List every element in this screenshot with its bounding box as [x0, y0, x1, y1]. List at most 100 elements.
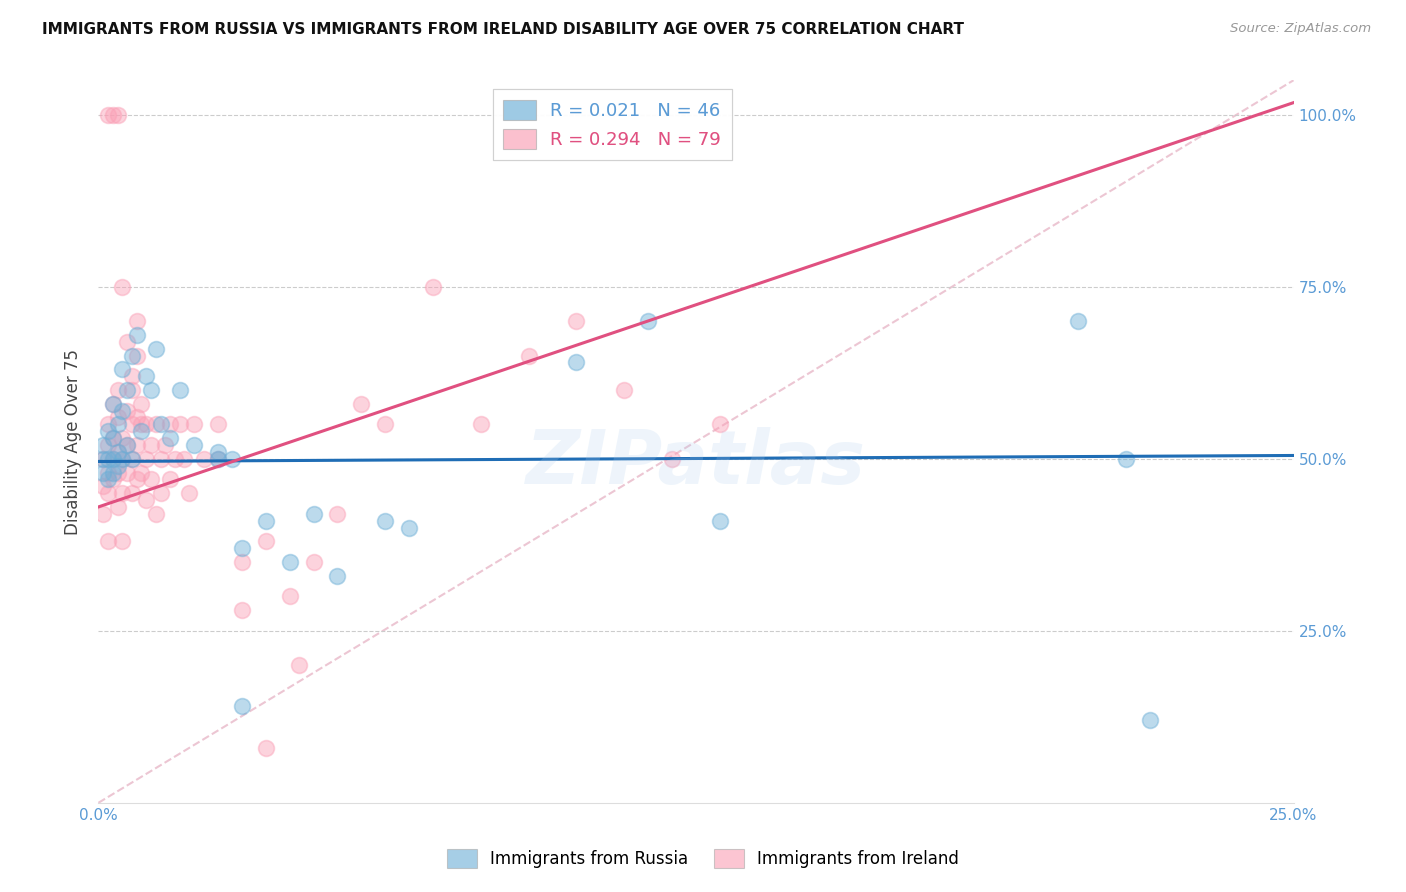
Point — [326, 568, 349, 582]
Point — [121, 369, 143, 384]
Point — [709, 514, 731, 528]
Point — [111, 451, 134, 466]
Point — [107, 466, 129, 480]
Point — [97, 108, 120, 122]
Point — [111, 279, 134, 293]
Point — [565, 355, 588, 369]
Point — [107, 410, 129, 425]
Point — [135, 451, 157, 466]
Point — [139, 438, 162, 452]
Point — [121, 486, 143, 500]
Point — [121, 349, 143, 363]
Point — [613, 383, 636, 397]
Point — [159, 472, 181, 486]
Point — [121, 383, 143, 397]
Point — [173, 451, 195, 466]
Point — [470, 417, 492, 432]
Point — [254, 514, 277, 528]
Point — [302, 555, 325, 569]
Point — [121, 417, 143, 432]
Point — [107, 500, 129, 514]
Point — [107, 417, 129, 432]
Point — [115, 466, 138, 480]
Point — [374, 417, 396, 432]
Point — [709, 417, 731, 432]
Point — [97, 451, 120, 466]
Point — [350, 397, 373, 411]
Point — [115, 334, 138, 349]
Point — [97, 424, 120, 438]
Point — [135, 369, 157, 384]
Point — [125, 410, 148, 425]
Point — [131, 397, 153, 411]
Point — [135, 417, 157, 432]
Point — [91, 451, 114, 466]
Point — [517, 349, 540, 363]
Point — [91, 507, 114, 521]
Point — [107, 383, 129, 397]
Point — [107, 445, 129, 459]
Point — [565, 314, 588, 328]
Point — [278, 555, 301, 569]
Point — [139, 383, 162, 397]
Point — [231, 555, 253, 569]
Point — [101, 397, 124, 411]
Point — [121, 451, 143, 466]
Point — [149, 417, 172, 432]
Point — [115, 403, 138, 417]
Point — [115, 383, 138, 397]
Point — [111, 431, 134, 445]
Point — [1067, 314, 1090, 328]
Point — [91, 479, 114, 493]
Point — [115, 438, 138, 452]
Point — [91, 466, 114, 480]
Point — [97, 534, 120, 549]
Point — [101, 108, 124, 122]
Point — [231, 541, 253, 556]
Point — [101, 397, 124, 411]
Text: Source: ZipAtlas.com: Source: ZipAtlas.com — [1230, 22, 1371, 36]
Point — [97, 466, 120, 480]
Point — [207, 445, 229, 459]
Point — [125, 472, 148, 486]
Point — [207, 417, 229, 432]
Legend: Immigrants from Russia, Immigrants from Ireland: Immigrants from Russia, Immigrants from … — [440, 843, 966, 875]
Point — [183, 438, 205, 452]
Point — [107, 458, 129, 473]
Point — [121, 451, 143, 466]
Point — [1139, 713, 1161, 727]
Point — [97, 486, 120, 500]
Point — [193, 451, 215, 466]
Point — [169, 383, 191, 397]
Point — [107, 445, 129, 459]
Point — [159, 431, 181, 445]
Point — [131, 466, 153, 480]
Point — [139, 472, 162, 486]
Point — [398, 520, 420, 534]
Point — [111, 403, 134, 417]
Point — [207, 451, 229, 466]
Point — [163, 451, 186, 466]
Point — [145, 417, 167, 432]
Text: ZIPatlas: ZIPatlas — [526, 426, 866, 500]
Point — [159, 417, 181, 432]
Point — [97, 438, 120, 452]
Point — [111, 362, 134, 376]
Point — [422, 279, 444, 293]
Point — [169, 417, 191, 432]
Point — [101, 431, 124, 445]
Point — [155, 438, 177, 452]
Point — [149, 486, 172, 500]
Point — [1115, 451, 1137, 466]
Point — [125, 349, 148, 363]
Point — [661, 451, 683, 466]
Point — [231, 603, 253, 617]
Point — [231, 699, 253, 714]
Text: IMMIGRANTS FROM RUSSIA VS IMMIGRANTS FROM IRELAND DISABILITY AGE OVER 75 CORRELA: IMMIGRANTS FROM RUSSIA VS IMMIGRANTS FRO… — [42, 22, 965, 37]
Point — [101, 451, 124, 466]
Point — [101, 472, 124, 486]
Point — [145, 342, 167, 356]
Point — [288, 658, 311, 673]
Point — [131, 417, 153, 432]
Point — [149, 451, 172, 466]
